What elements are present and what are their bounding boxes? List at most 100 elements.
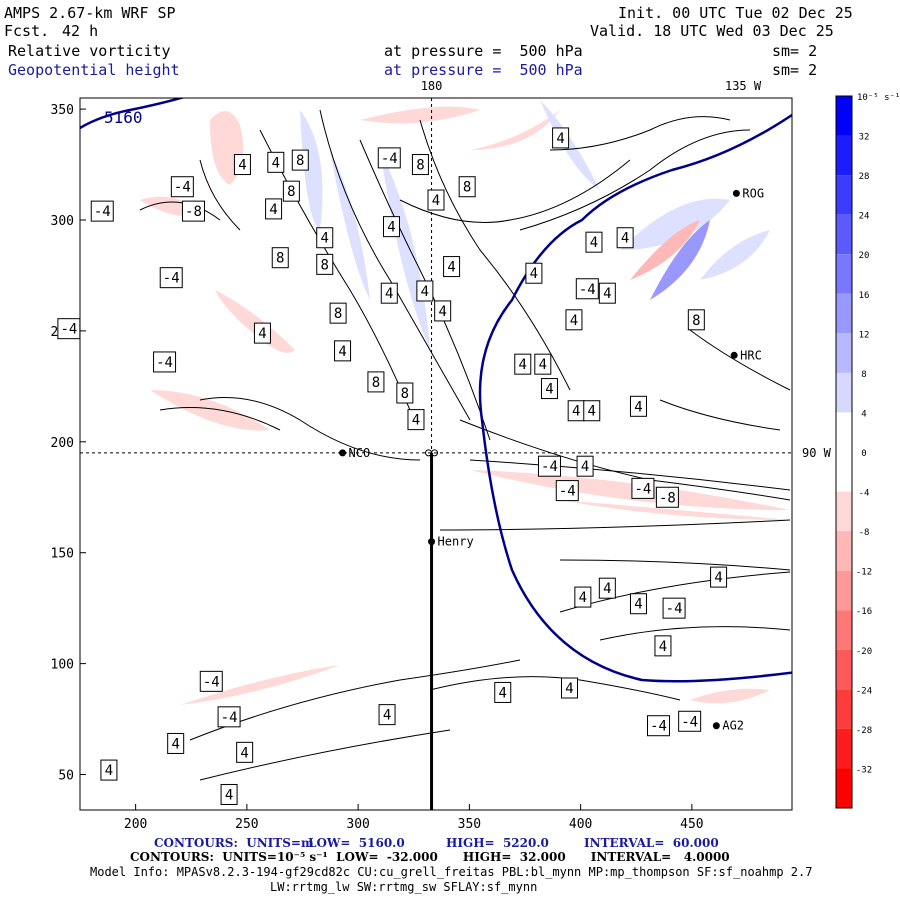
contour-value-box — [100, 759, 118, 781]
contour-value-box — [153, 351, 177, 373]
contour-value-label: -8 — [185, 204, 202, 220]
colorbar-segment — [836, 452, 852, 492]
colorbar-segment — [836, 214, 852, 255]
y-tick-label: 350 — [51, 103, 74, 118]
contour-value-label: 8 — [321, 257, 329, 273]
contour-value-label: 8 — [372, 375, 380, 391]
colorbar-tick-label: -4 — [859, 489, 870, 499]
vorticity-contour — [259, 129, 411, 411]
contour-value-box — [253, 322, 271, 344]
contour-value-label: 8 — [296, 153, 304, 169]
contour-value-label: 8 — [463, 180, 471, 196]
contour-value-label: 4 — [634, 597, 642, 613]
contour-value-box — [217, 706, 241, 728]
vorticity-contour — [199, 397, 421, 461]
contour-value-label: -4 — [650, 719, 667, 735]
contour-value-box — [316, 227, 334, 249]
colorbar-segment — [836, 135, 852, 176]
contour-value-label: 4 — [421, 284, 429, 300]
contour-value-label: -4 — [94, 204, 111, 220]
y-tick-label: 50 — [58, 769, 74, 784]
contour-value-label: -4 — [666, 601, 683, 617]
meridian-label: 90 W — [802, 446, 832, 460]
footer-height-high: HIGH= 5220.0 — [446, 836, 549, 850]
contour-value-label: -4 — [634, 481, 651, 497]
field2-level: at pressure = 500 hPa — [384, 61, 583, 79]
contour-value-label: -4 — [203, 674, 220, 690]
vorticity-shade — [300, 110, 323, 230]
y-tick-label: 100 — [51, 658, 74, 673]
contour-value-box — [552, 127, 570, 149]
vorticity-shade — [630, 220, 700, 280]
contour-value-label: 4 — [714, 570, 722, 586]
colorbar-tick-label: -24 — [856, 686, 872, 696]
y-tick-label: 150 — [51, 547, 74, 562]
contour-value-label: 4 — [238, 158, 246, 174]
contour-value-label: 4 — [603, 286, 611, 302]
contour-value-label: 8 — [692, 313, 700, 329]
vorticity-contour — [399, 159, 631, 223]
contour-value-box — [265, 198, 283, 220]
contour-value-box — [629, 593, 647, 615]
contour-value-label: 4 — [385, 286, 393, 302]
colorbar-segment — [836, 293, 852, 334]
contour-value-box — [316, 253, 334, 275]
contour-value-box — [233, 154, 251, 176]
vorticity-shade — [540, 100, 600, 190]
contour-value-label: 4 — [338, 344, 346, 360]
meridian-label: 180 — [421, 79, 443, 93]
contour-value-box — [687, 309, 705, 331]
contour-value-label: 4 — [240, 745, 248, 761]
colorbar-segment — [836, 372, 852, 413]
colorbar-segment — [836, 768, 852, 808]
colorbar-tick-label: 20 — [859, 251, 870, 261]
vorticity-contour — [689, 329, 791, 391]
contour-value-box — [458, 176, 476, 198]
colorbar-segment — [836, 649, 852, 690]
model-title: AMPS 2.67-km WRF SP — [4, 4, 176, 22]
contour-value-box — [159, 267, 183, 289]
contour-value-label: 4 — [383, 708, 391, 724]
colorbar-tick-label: 24 — [859, 212, 870, 222]
vorticity-contour — [599, 626, 791, 641]
contour-value-label: 4 — [499, 685, 507, 701]
contour-value-label: 4 — [545, 382, 553, 398]
contour-value-label: 4 — [590, 235, 598, 251]
contour-value-box — [411, 154, 429, 176]
contour-value-box — [514, 353, 532, 375]
contour-value-label: -4 — [163, 271, 180, 287]
height-contour-label: 5160 — [104, 108, 143, 127]
contour-value-box — [555, 480, 579, 502]
contour-value-label: 4 — [171, 736, 179, 752]
station-marker — [730, 351, 738, 359]
contour-value-box — [654, 635, 672, 657]
contour-value-label: 4 — [530, 266, 538, 282]
contour-value-box — [575, 278, 599, 300]
contour-value-box — [170, 176, 194, 198]
colorbar-tick-label: -8 — [859, 528, 870, 538]
contour-value-label: -4 — [681, 714, 698, 730]
contour-value-label: 4 — [634, 399, 642, 415]
y-tick-label: 200 — [51, 436, 74, 451]
contour-value-label: 8 — [287, 184, 295, 200]
contour-value-label: 4 — [579, 590, 587, 606]
contour-value-label: 4 — [539, 357, 547, 373]
vorticity-shade — [700, 230, 770, 280]
contour-value-box — [534, 353, 552, 375]
station-marker — [339, 449, 347, 457]
contour-value-label: 4 — [105, 763, 113, 779]
colorbar-tick-label: 32 — [859, 133, 870, 143]
vorticity-contour — [519, 129, 751, 231]
vorticity-shade — [470, 110, 560, 150]
contour-value-box — [427, 189, 445, 211]
colorbar-segment — [836, 333, 852, 373]
contour-value-label: 4 — [272, 155, 280, 171]
field2-name: Geopotential height — [8, 61, 180, 79]
contour-value-box — [378, 704, 396, 726]
contour-value-box — [291, 149, 309, 171]
vorticity-shade — [180, 665, 340, 705]
vorticity-shade — [470, 470, 790, 510]
contour-value-box — [540, 378, 558, 400]
colorbar-frame — [835, 95, 853, 809]
contour-value-box — [220, 783, 238, 805]
